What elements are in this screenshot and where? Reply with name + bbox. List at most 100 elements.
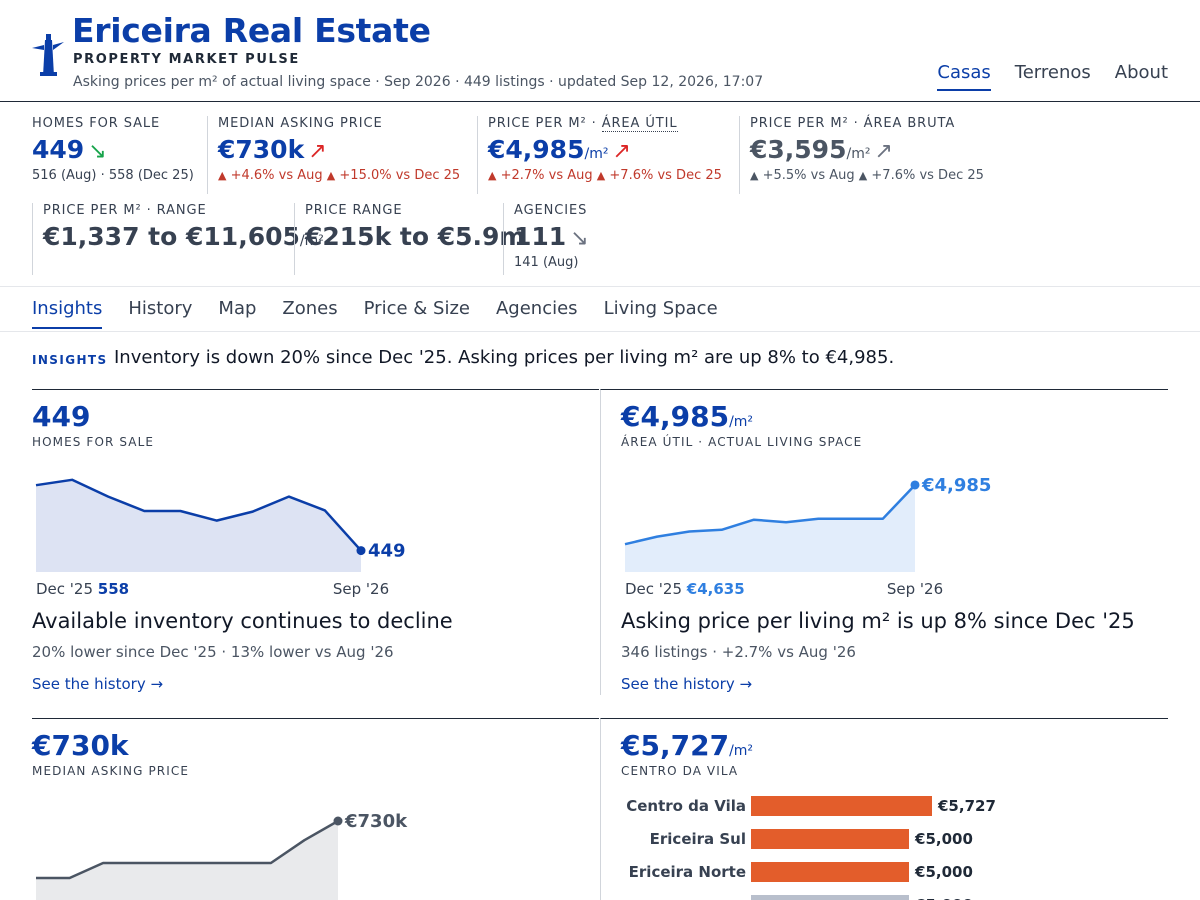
section-tabs: Insights History Map Zones Price & Size … <box>32 298 718 329</box>
card-headline: Available inventory continues to decline <box>32 609 453 633</box>
see-history-link[interactable]: See the history → <box>621 675 753 693</box>
delta-vs-dec: +15.0% vs Dec 25 <box>339 168 461 183</box>
living-end-label: €4,985 <box>921 475 991 496</box>
card-note: 20% lower since Dec '25 · 13% lower vs A… <box>32 643 394 661</box>
zone-value: €5,000 <box>914 830 973 848</box>
inventory-end-dot <box>356 546 366 556</box>
trend-down-icon: ↘ <box>570 226 589 251</box>
x-start-value: 558 <box>98 580 129 598</box>
triangle-up-icon: ▲ <box>488 169 497 182</box>
stat-label: PRICE PER M² · ÁREA BRUTA <box>750 116 956 131</box>
median-area <box>36 821 338 900</box>
zone-bar[interactable] <box>751 796 932 816</box>
living-area <box>625 485 915 572</box>
trend-up-icon: ↗ <box>874 139 893 164</box>
trend-down-icon: ↘ <box>88 139 107 164</box>
stat-value: €730k ↗ <box>218 135 460 164</box>
triangle-up-icon: ▲ <box>218 169 227 182</box>
tab-agencies[interactable]: Agencies <box>495 298 578 319</box>
card-kicker: HOMES FOR SALE <box>32 435 155 449</box>
living-line <box>624 484 916 546</box>
inventory-area <box>36 479 361 572</box>
triangle-up-icon: ▲ <box>750 169 759 182</box>
tab-map[interactable]: Map <box>218 298 257 319</box>
stat-label: AGENCIES <box>514 203 588 218</box>
triangle-up-icon: ▲ <box>596 169 606 182</box>
stat-deltas: ▲ +4.6% vs Aug ▲ +15.0% vs Dec 25 <box>218 168 460 183</box>
stat-deltas: ▲ +5.5% vs Aug ▲ +7.6% vs Dec 25 <box>750 168 984 183</box>
tab-zones[interactable]: Zones <box>282 298 338 319</box>
stat-value: €1,337 to €11,605/m² <box>43 222 324 251</box>
stat-number: €730k <box>218 135 305 164</box>
divider <box>0 331 1200 332</box>
stat-value: 111 ↘ <box>514 222 589 251</box>
x-start-label: Dec '25 €4,635 <box>625 580 745 598</box>
card-big-unit: /m² <box>729 414 754 430</box>
stat-price-per-m2-range: PRICE PER M² · RANGE €1,337 to €11,605/m… <box>32 203 324 275</box>
stat-value: €3,595/m² ↗ <box>750 135 984 164</box>
zone-value: €5,727 <box>937 797 996 815</box>
tab-history[interactable]: History <box>128 298 193 319</box>
card-kicker: ÁREA ÚTIL · ACTUAL LIVING SPACE <box>621 435 863 449</box>
stat-unit: /m² <box>846 146 871 162</box>
stat-number: €4,985 <box>488 135 585 164</box>
stat-value: €4,985/m² ↗ <box>488 135 722 164</box>
card-headline: Asking price per living m² is up 8% sinc… <box>621 609 1135 633</box>
tab-insights[interactable]: Insights <box>32 298 103 329</box>
x-start-date: Dec '25 <box>36 580 93 598</box>
zone-name: Centro da Vila <box>626 797 746 815</box>
stat-label-prefix: PRICE PER M² · <box>488 116 602 131</box>
inventory-area-chart: 449 Dec '25 558 Sep '26 <box>35 478 406 598</box>
stat-label: PRICE PER M² · RANGE <box>43 203 207 218</box>
zone-bar[interactable] <box>751 895 909 900</box>
zone-value: €5,000 <box>914 896 973 900</box>
stat-price-range: PRICE RANGE €215k to €5.9m <box>294 203 525 275</box>
stat-label: PRICE PER M² · ÁREA ÚTIL <box>488 116 722 132</box>
stat-median-price: MEDIAN ASKING PRICE €730k ↗ ▲ +4.6% vs Au… <box>207 116 460 194</box>
site-title[interactable]: Ericeira Real Estate <box>72 11 431 50</box>
zone-value: €5,000 <box>914 863 973 881</box>
living-end-dot <box>910 480 920 490</box>
zone-name: Ericeira Sul <box>650 830 746 848</box>
card-big-number: €4,985 <box>621 400 730 433</box>
delta-vs-aug: +4.6% vs Aug <box>230 168 323 183</box>
trend-up-icon: ↗ <box>308 139 327 164</box>
stat-number: €1,337 to €11,605 <box>43 222 300 251</box>
nav-about[interactable]: About <box>1114 62 1168 83</box>
x-end-label: Sep '26 <box>333 580 389 598</box>
stat-price-per-m2-bruta: PRICE PER M² · ÁREA BRUTA €3,595/m² ↗ ▲ +… <box>739 116 984 194</box>
card-zones: €5,727/m² CENTRO DA VILA Centro da Vila €… <box>600 718 1168 900</box>
stat-number: 449 <box>32 135 85 164</box>
nav-casas[interactable]: Casas <box>937 62 991 91</box>
inventory-line <box>35 478 362 552</box>
stat-number: €3,595 <box>750 135 847 164</box>
median-price-area-chart: €730k <box>36 811 408 900</box>
stat-value: 449 ↘ <box>32 135 194 164</box>
insights-summary: Inventory is down 20% since Dec '25. Ask… <box>114 347 895 368</box>
nav-terrenos[interactable]: Terrenos <box>1014 62 1091 83</box>
zones-bar-chart: Centro da Vila €5,727 Ericeira Sul €5,000 Er… <box>626 796 996 900</box>
stat-value: €215k to €5.9m <box>305 222 526 251</box>
see-history-link[interactable]: See the history → <box>32 675 164 693</box>
card-note: 346 listings · +2.7% vs Aug '26 <box>621 643 856 661</box>
tab-living-space[interactable]: Living Space <box>603 298 718 319</box>
area-util-tooltip[interactable]: ÁREA ÚTIL <box>601 116 678 132</box>
card-big-value: €5,727/m² <box>621 729 1168 762</box>
delta-vs-aug: +2.7% vs Aug <box>500 168 593 183</box>
triangle-up-icon: ▲ <box>858 169 868 182</box>
card-big-value: €4,985/m² <box>621 400 1168 433</box>
x-end-label: Sep '26 <box>887 580 943 598</box>
stat-unit: /m² <box>299 233 324 249</box>
zone-bar[interactable] <box>751 829 909 849</box>
stat-number: 111 <box>514 222 567 251</box>
inventory-end-label: 449 <box>368 541 406 562</box>
zone-bar[interactable] <box>751 862 909 882</box>
top-nav: Casas Terrenos About <box>937 62 1168 91</box>
delta-vs-dec: +7.6% vs Dec 25 <box>609 168 722 183</box>
stat-note: 141 (Aug) <box>514 255 579 270</box>
stat-homes-for-sale: HOMES FOR SALE 449 ↘ 516 (Aug) · 558 (Dec… <box>32 116 194 183</box>
tab-price-size[interactable]: Price & Size <box>363 298 470 319</box>
site-kicker: PROPERTY MARKET PULSE <box>73 52 300 67</box>
card-big-unit: /m² <box>729 743 754 759</box>
x-start-value: €4,635 <box>686 580 745 598</box>
